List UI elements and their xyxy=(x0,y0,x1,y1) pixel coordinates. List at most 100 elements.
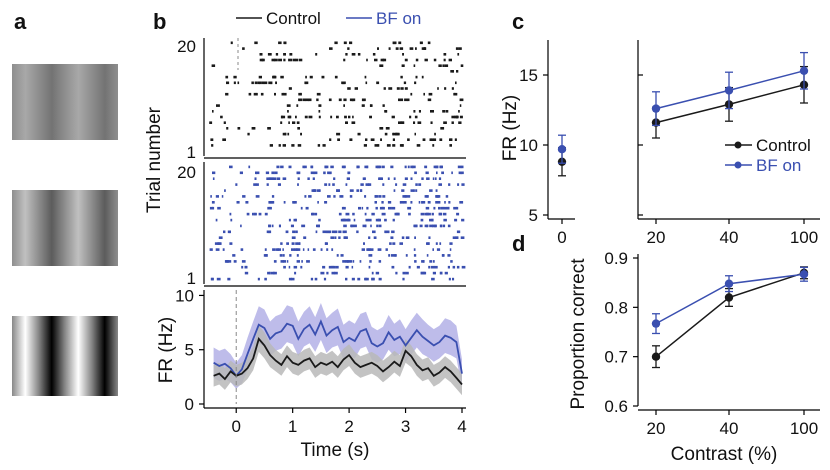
spike-mark xyxy=(444,87,447,90)
spike-mark xyxy=(247,132,250,136)
spike-mark xyxy=(415,47,417,50)
spike-mark xyxy=(408,212,411,216)
spike-mark xyxy=(448,201,451,204)
spike-mark xyxy=(442,212,447,216)
spike-mark xyxy=(295,58,299,62)
spike-mark xyxy=(413,189,415,192)
spike-mark xyxy=(225,92,229,96)
spike-mark xyxy=(401,64,405,67)
spike-mark xyxy=(454,218,458,222)
spike-mark xyxy=(409,115,412,119)
spike-mark xyxy=(297,242,301,245)
panel-letter-d: d xyxy=(512,231,525,256)
spike-mark xyxy=(269,144,273,147)
spike-mark xyxy=(392,218,395,222)
spike-mark xyxy=(276,165,280,169)
spike-mark xyxy=(241,260,246,263)
spike-mark xyxy=(308,98,312,102)
spike-mark xyxy=(334,271,338,275)
spike-mark xyxy=(344,218,346,222)
spike-mark xyxy=(263,81,268,85)
spike-mark xyxy=(401,189,405,192)
spike-mark xyxy=(426,254,429,257)
spike-mark xyxy=(351,53,356,56)
spike-mark xyxy=(338,236,341,239)
psth-x-tick-label: 4 xyxy=(457,417,466,436)
spike-mark xyxy=(426,212,428,216)
spike-mark xyxy=(364,75,367,79)
spike-mark xyxy=(245,201,249,204)
spike-mark xyxy=(269,177,274,180)
spike-mark xyxy=(455,81,457,85)
spike-mark xyxy=(223,121,226,124)
spike-mark xyxy=(214,242,219,245)
spike-mark xyxy=(343,165,346,169)
spike-mark xyxy=(460,165,464,169)
spike-mark xyxy=(344,236,348,239)
spike-mark xyxy=(388,87,393,90)
spike-mark xyxy=(408,265,411,269)
spike-mark xyxy=(367,248,371,251)
spike-mark xyxy=(211,64,216,67)
spike-mark xyxy=(443,206,447,210)
spike-mark xyxy=(423,92,425,96)
spike-mark xyxy=(374,201,377,204)
spike-mark xyxy=(271,171,275,175)
spike-mark xyxy=(417,121,422,124)
raster-bf-tick-1: 1 xyxy=(187,269,196,288)
spike-mark xyxy=(461,218,465,222)
spike-mark xyxy=(413,248,416,251)
spike-mark xyxy=(431,212,434,216)
spike-mark xyxy=(349,41,353,45)
spike-mark xyxy=(325,242,327,245)
spike-mark xyxy=(286,260,289,263)
spike-mark xyxy=(329,230,332,234)
spike-mark xyxy=(323,277,327,281)
spike-mark xyxy=(244,265,248,269)
spike-mark xyxy=(426,177,430,180)
spike-mark xyxy=(254,81,258,85)
spike-mark xyxy=(255,183,259,186)
spike-mark xyxy=(222,138,226,141)
spike-mark xyxy=(404,87,408,90)
panel-letter-a: a xyxy=(14,9,27,34)
spike-mark xyxy=(443,58,446,62)
panel-d-point xyxy=(651,352,661,361)
spike-mark xyxy=(244,271,249,275)
spike-mark xyxy=(370,104,372,107)
panel-d-x-axis-label: Contrast (%) xyxy=(671,444,778,465)
spike-mark xyxy=(419,41,423,45)
spike-mark xyxy=(254,212,257,216)
spike-mark xyxy=(215,248,220,251)
spike-mark xyxy=(439,138,443,141)
spike-mark xyxy=(436,195,441,198)
spike-mark xyxy=(233,260,237,263)
spike-mark xyxy=(351,224,355,228)
spike-mark xyxy=(366,206,369,210)
spike-mark xyxy=(349,189,354,192)
spike-mark xyxy=(313,171,318,175)
spike-mark xyxy=(291,144,295,147)
spike-mark xyxy=(397,212,400,216)
psth-y-tick-label: 5 xyxy=(185,341,194,360)
spike-mark xyxy=(438,212,442,216)
spike-mark xyxy=(299,98,303,102)
spike-mark xyxy=(269,271,271,275)
spike-mark xyxy=(335,265,339,269)
spike-mark xyxy=(404,165,407,169)
spike-mark xyxy=(237,81,240,85)
spike-mark xyxy=(297,248,301,251)
spike-mark xyxy=(338,230,342,234)
spike-mark xyxy=(294,201,297,204)
spike-mark xyxy=(282,132,287,136)
spike-mark xyxy=(225,75,229,79)
spike-mark xyxy=(377,144,380,147)
panel-c-y-tick-label: 15 xyxy=(519,66,538,85)
spike-mark xyxy=(402,277,405,281)
spike-mark xyxy=(349,138,352,141)
spike-mark xyxy=(361,248,365,251)
spike-mark xyxy=(296,171,301,175)
spike-mark xyxy=(367,183,372,186)
spike-mark xyxy=(284,41,287,45)
spike-mark xyxy=(437,87,439,90)
